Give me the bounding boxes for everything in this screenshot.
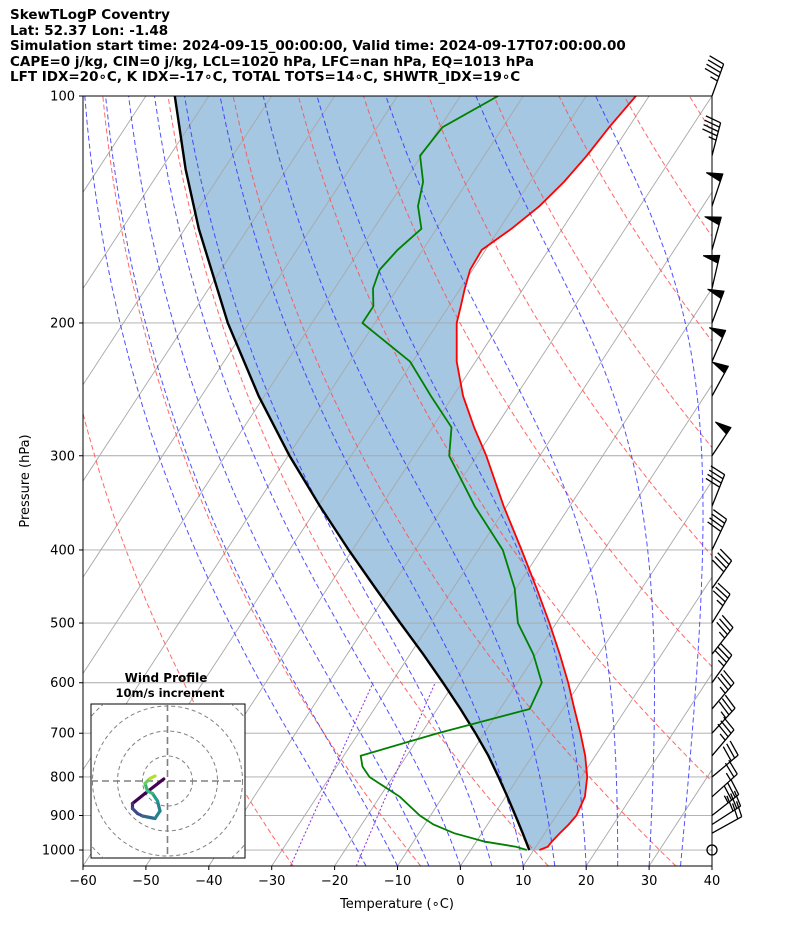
isotherm [271,191,712,866]
dry-adiabat [754,96,794,866]
x-axis-label: Temperature (∘C) [339,897,454,912]
x-tick-label: −20 [321,874,348,889]
hodograph-subtitle: 10m/s increment [116,686,225,700]
hodograph-inset: Wind Profile 10m/s increment [90,671,246,859]
y-tick-label: 400 [50,543,75,558]
x-tick-label: −40 [195,874,222,889]
x-tick-label: −10 [384,874,411,889]
x-tick-label: 0 [456,874,464,889]
dry-adiabat [363,96,712,668]
moist-adiabat [128,96,430,866]
isotherm [83,96,335,482]
moist-adiabat [84,96,367,866]
wind-barb [707,288,725,324]
dry-adiabat [558,96,712,343]
hodograph-trace-segment [140,814,157,821]
title-times: Simulation start time: 2024-09-15_00:00:… [10,38,626,55]
wind-barb [707,509,728,551]
parcel-profile-line [173,96,531,851]
temperature-line [455,96,637,851]
y-tick-label: 100 [50,90,75,105]
isotherm [711,865,712,866]
wind-barb [711,790,742,826]
moist-adiabat [219,96,524,866]
wind-barb [706,844,718,856]
hodograph-trace-segment [148,774,157,781]
wind-barb [711,642,733,684]
dry-adiabat [232,96,677,866]
x-tick-label: −50 [132,874,159,889]
dry-adiabat [688,96,712,134]
dry-adiabat [167,96,549,866]
y-tick-label: 800 [50,770,75,785]
figure-header: SkewTLogP Coventry Lat: 52.37 Lon: -1.48… [10,7,626,86]
y-tick-label: 300 [50,449,75,464]
moist-adiabat [154,96,461,866]
wind-barb [705,465,726,507]
wind-barb [711,801,743,834]
wind-barb [711,694,736,734]
wind-barb [704,55,725,97]
wind-barb [711,548,733,589]
moist-adiabat [184,96,493,866]
wind-barb [708,327,727,362]
wind-barb [711,582,731,624]
wind-barbs-column [702,55,743,856]
isotherm [83,96,398,579]
wind-barb [711,740,739,778]
hodograph-title: Wind Profile [125,671,208,685]
moist-adiabat [595,96,704,866]
dry-adiabat [428,96,712,557]
x-tick-label: −30 [258,874,285,889]
isotherm [83,96,273,386]
wind-barb [711,614,734,655]
isotherm [83,96,210,290]
x-tick-label: 30 [641,874,658,889]
y-tick-label: 1000 [42,844,75,859]
title-convective-params: CAPE=0 j/kg, CIN=0 j/kg, LCL=1020 hPa, L… [10,53,535,70]
y-tick-label: 500 [50,617,75,632]
y-tick-label: 900 [50,809,75,824]
isotherm [208,96,712,866]
y-tick-label: 200 [50,316,75,331]
isotherm [83,96,84,97]
dry-adiabat [83,411,294,866]
moist-adiabat [105,96,398,866]
x-tick-label: 20 [578,874,595,889]
wind-barb [711,669,735,710]
hodograph-trace-segment [155,799,162,813]
mixing-ratio-line [355,682,436,866]
dry-adiabat [102,96,422,866]
hodograph-trace-segment [130,791,147,806]
cin-shaded-area [174,96,636,850]
dewpoint-line [359,96,543,851]
x-tick-label: 40 [704,874,721,889]
moist-adiabat [262,96,556,866]
wind-barb [702,254,721,289]
mixing-ratio-line [290,682,374,866]
y-tick-label: 600 [50,676,75,691]
isotherm [522,576,712,866]
wind-barb [711,779,740,817]
wind-barb [706,172,724,207]
wind-barb [711,361,730,397]
title-station: SkewTLogP Coventry [10,7,170,23]
wind-barb [702,115,722,156]
wind-barb [704,216,722,251]
isotherm [334,287,712,866]
x-tick-label: −60 [69,874,96,889]
isotherm [585,672,712,866]
moist-adiabat [385,96,619,866]
isotherm [83,96,461,675]
wind-barb [711,421,732,457]
title-stability-indices: LFT IDX=20∘C, K IDX=-17∘C, TOTAL TOTS=14… [10,69,521,86]
x-tick-label: 10 [515,874,532,889]
title-location: Lat: 52.37 Lon: -1.48 [10,22,169,39]
y-tick-label: 700 [50,727,75,742]
y-axis-label: Pressure (hPa) [18,434,33,527]
